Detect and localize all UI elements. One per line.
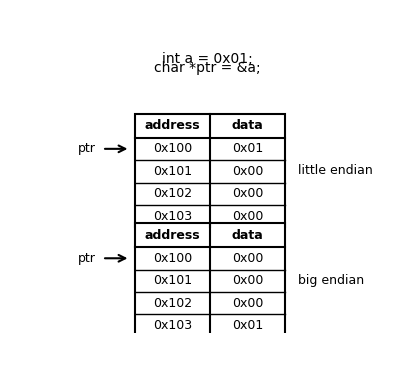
Text: 0x00: 0x00 — [232, 252, 263, 265]
Text: ptr: ptr — [78, 142, 96, 155]
Text: 0x00: 0x00 — [232, 210, 263, 223]
Text: 0x101: 0x101 — [153, 165, 192, 178]
Text: 0x00: 0x00 — [232, 165, 263, 178]
Text: 0x103: 0x103 — [153, 210, 192, 223]
Text: 0x01: 0x01 — [232, 319, 263, 332]
Text: 0x103: 0x103 — [153, 319, 192, 332]
Text: data: data — [232, 229, 264, 242]
Text: 0x102: 0x102 — [153, 187, 192, 200]
Text: 0x102: 0x102 — [153, 297, 192, 310]
Text: address: address — [145, 229, 200, 242]
Text: 0x101: 0x101 — [153, 274, 192, 287]
Text: 0x01: 0x01 — [232, 142, 263, 155]
Text: int a = 0x01;: int a = 0x01; — [162, 52, 252, 66]
Text: 0x100: 0x100 — [153, 142, 192, 155]
Bar — [135, 223, 285, 337]
Text: address: address — [145, 119, 200, 132]
Text: big endian: big endian — [298, 274, 364, 286]
Text: 0x00: 0x00 — [232, 297, 263, 310]
Text: data: data — [232, 119, 264, 132]
Text: 0x00: 0x00 — [232, 274, 263, 287]
Text: ptr: ptr — [78, 252, 96, 265]
Text: char *ptr = &a;: char *ptr = &a; — [154, 61, 260, 75]
Text: 0x00: 0x00 — [232, 187, 263, 200]
Text: 0x100: 0x100 — [153, 252, 192, 265]
Bar — [135, 114, 285, 227]
Text: little endian: little endian — [298, 164, 372, 177]
